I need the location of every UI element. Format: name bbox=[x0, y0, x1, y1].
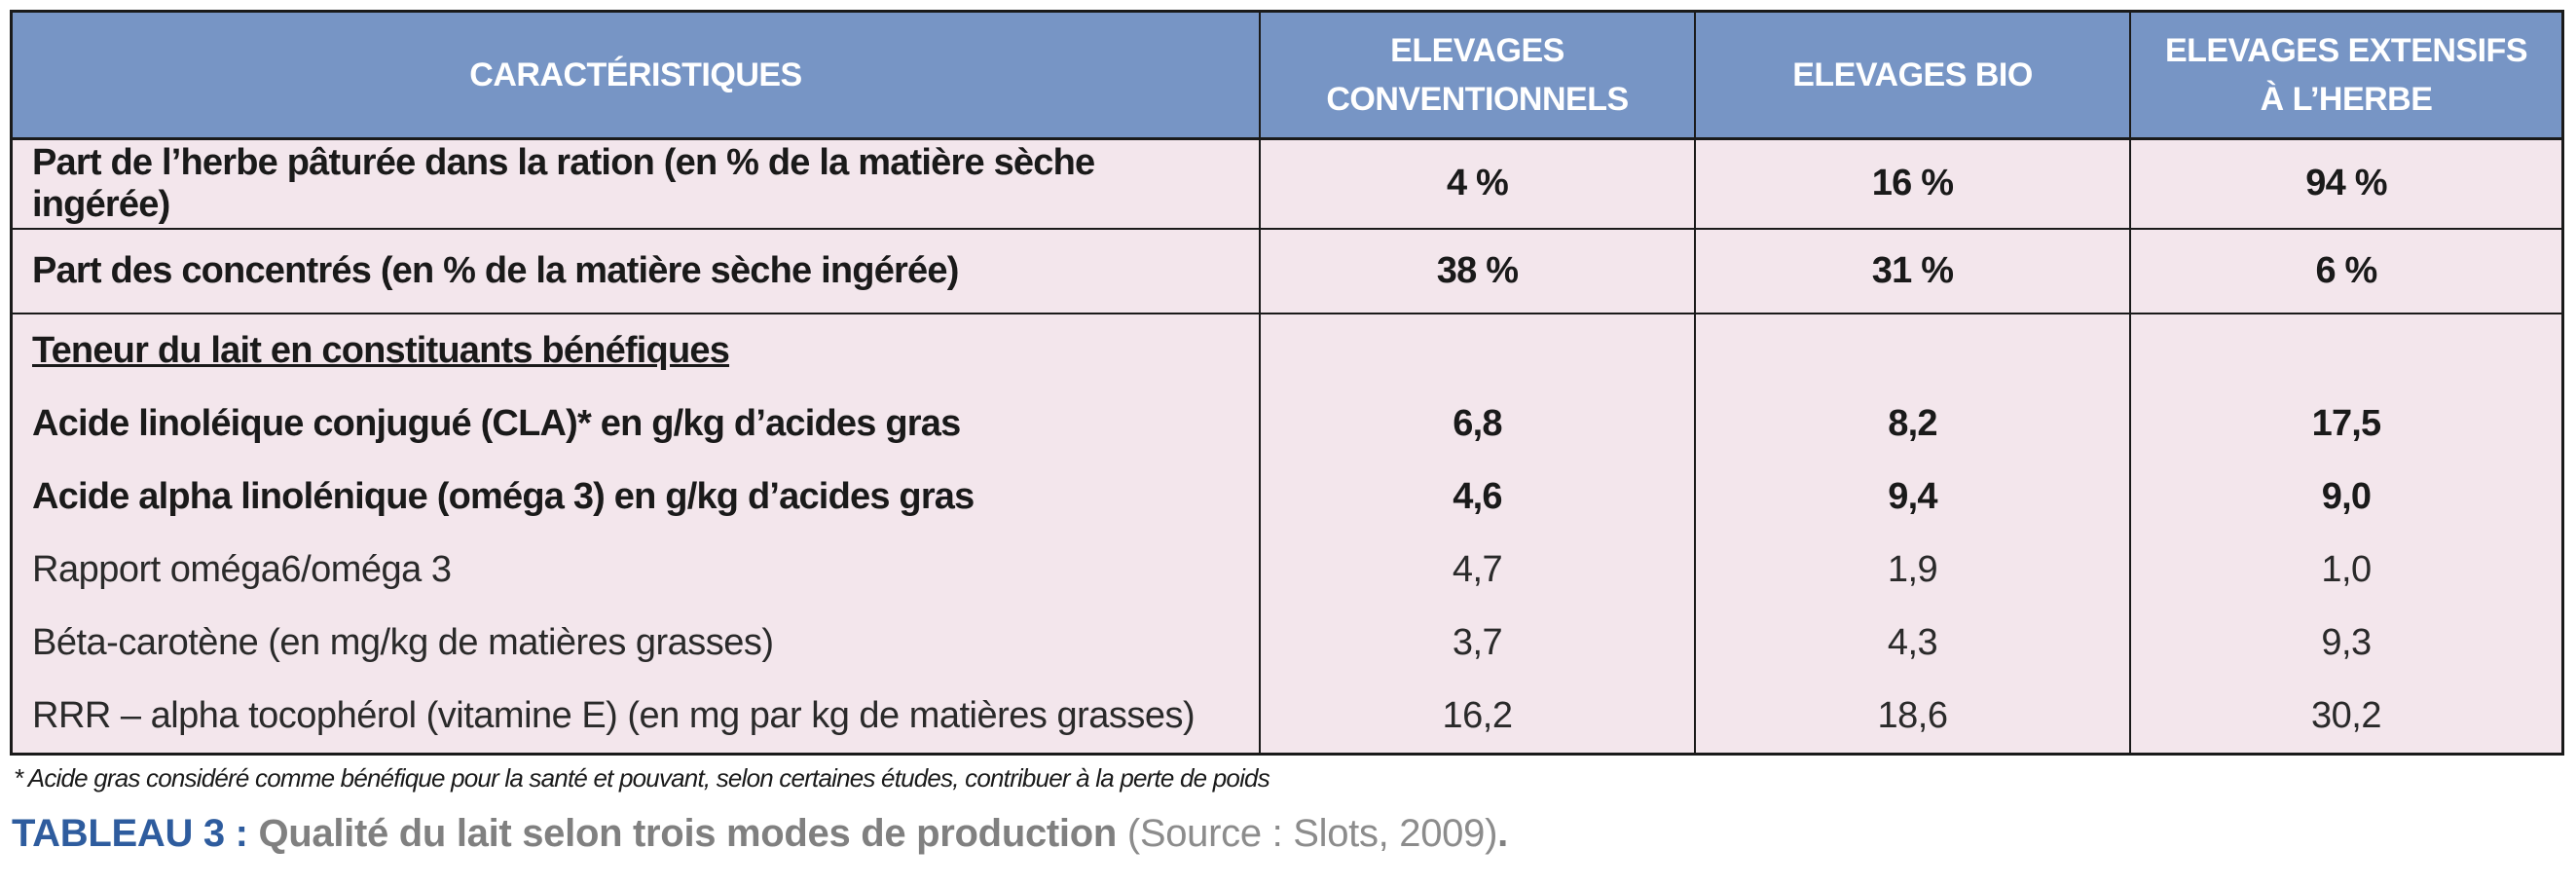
caption-label: TABLEAU 3 : bbox=[12, 812, 248, 855]
table-row: Acide linoléique conjugué (CLA)* en g/kg… bbox=[13, 388, 2561, 461]
cell-extensive bbox=[2130, 314, 2561, 388]
cell-organic bbox=[1695, 314, 2131, 388]
table-row: Béta-carotène (en mg/kg de matières gras… bbox=[13, 607, 2561, 680]
section-heading: Teneur du lait en constituants bénéfique… bbox=[13, 314, 1261, 388]
table-footnote: * Acide gras considéré comme bénéfique p… bbox=[14, 763, 1270, 793]
row-label: Acide linoléique conjugué (CLA)* en g/kg… bbox=[13, 388, 1261, 461]
cell-extensive: 17,5 bbox=[2311, 403, 2382, 445]
cell-conventional bbox=[1260, 314, 1696, 388]
header-extensive-grass: ELEVAGES EXTENSIFS À L’HERBE bbox=[2130, 13, 2561, 140]
cell-conventional: 4 % bbox=[1260, 138, 1696, 230]
caption-source: (Source : Slots, 2009) bbox=[1126, 812, 1498, 855]
cell-organic: 4,3 bbox=[1695, 607, 2131, 680]
header-row: CARACTÉRISTIQUES ELEVAGES CONVENTIONNELS… bbox=[13, 13, 2561, 140]
cell-organic: 16 % bbox=[1695, 138, 2131, 230]
cell-extensive: 30,2 bbox=[2311, 694, 2381, 736]
caption-title: Qualité du lait selon trois modes de pro… bbox=[258, 812, 1117, 855]
cell-conventional: 4,7 bbox=[1260, 534, 1696, 607]
cell-conventional: 4,6 bbox=[1260, 461, 1696, 535]
row-label: Béta-carotène (en mg/kg de matières gras… bbox=[13, 607, 1261, 680]
cell-extensive: 9,3 bbox=[2321, 621, 2372, 663]
cell-conventional: 16,2 bbox=[1260, 679, 1696, 753]
table-row: RRR – alpha tocophérol (vitamine E) (en … bbox=[13, 679, 2561, 753]
cell-organic: 18,6 bbox=[1695, 679, 2131, 753]
cell-extensive: 1,0 bbox=[2321, 549, 2372, 591]
cell-extensive: 6 % bbox=[2130, 228, 2561, 315]
cell-organic: 9,4 bbox=[1695, 461, 2131, 535]
cell-organic: 8,2 bbox=[1695, 388, 2131, 461]
table-row: Acide alpha linolénique (oméga 3) en g/k… bbox=[13, 461, 2561, 535]
header-conventional: ELEVAGES CONVENTIONNELS bbox=[1260, 13, 1696, 140]
cell-organic: 1,9 bbox=[1695, 534, 2131, 607]
header-organic: ELEVAGES BIO bbox=[1695, 13, 2131, 140]
table-caption: TABLEAU 3 : Qualité du lait selon trois … bbox=[12, 812, 1508, 856]
cell-extensive: 94 % bbox=[2130, 138, 2561, 230]
cell-conventional: 3,7 bbox=[1260, 607, 1696, 680]
row-label: RRR – alpha tocophérol (vitamine E) (en … bbox=[13, 679, 1261, 753]
cell-extensive: 9,0 bbox=[2321, 476, 2372, 518]
data-table: CARACTÉRISTIQUES ELEVAGES CONVENTIONNELS… bbox=[13, 13, 2561, 753]
row-label: Acide alpha linolénique (oméga 3) en g/k… bbox=[13, 461, 1261, 535]
data-table-frame: CARACTÉRISTIQUES ELEVAGES CONVENTIONNELS… bbox=[10, 10, 2564, 756]
cell-conventional: 6,8 bbox=[1260, 388, 1696, 461]
table-section-row: Teneur du lait en constituants bénéfique… bbox=[13, 314, 2561, 388]
row-label: Part des concentrés (en % de la matière … bbox=[13, 228, 1261, 315]
table-row: Rapport oméga6/oméga 3 4,7 1,9 1,0 bbox=[13, 534, 2561, 607]
header-characteristics: CARACTÉRISTIQUES bbox=[13, 13, 1261, 140]
table-row: Part des concentrés (en % de la matière … bbox=[13, 228, 2561, 315]
cell-conventional: 38 % bbox=[1260, 228, 1696, 315]
table-row: Part de l’herbe pâturée dans la ration (… bbox=[13, 138, 2561, 230]
row-label: Rapport oméga6/oméga 3 bbox=[13, 534, 1261, 607]
caption-period: . bbox=[1497, 812, 1508, 855]
row-label: Part de l’herbe pâturée dans la ration (… bbox=[13, 138, 1261, 230]
cell-organic: 31 % bbox=[1695, 228, 2131, 315]
